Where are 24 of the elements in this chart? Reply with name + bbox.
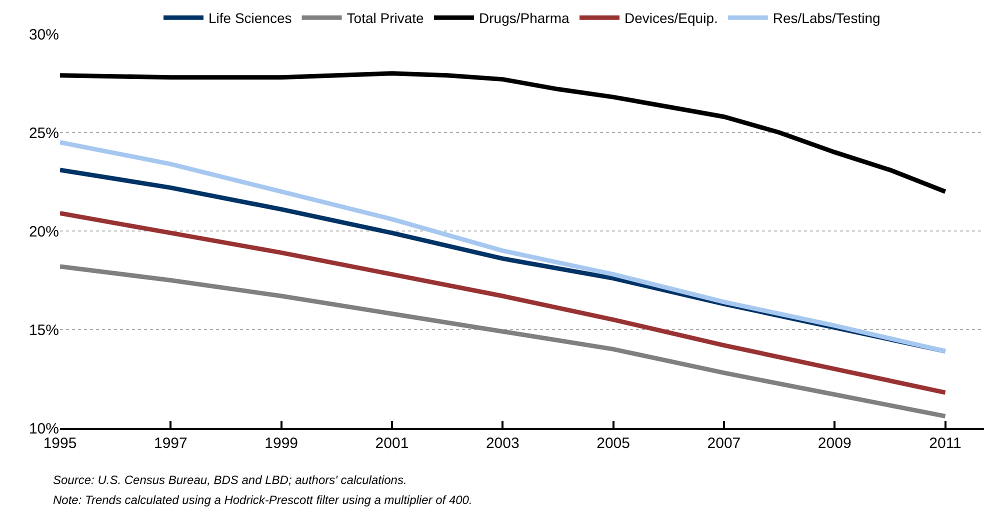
x-tick-label: 2001 — [375, 435, 409, 452]
y-tick-label: 15% — [28, 322, 59, 339]
legend-label: Total Private — [346, 10, 424, 26]
x-tick-label: 1999 — [264, 435, 298, 452]
x-tick-label: 1997 — [154, 435, 188, 452]
text: Note: Trends calculated using a Hodrick-Prescott filter using a multiplier of 400. — [53, 493, 472, 507]
line-series — [60, 264, 948, 418]
source-note: Source: U.S. Census Bureau, BDS and LBD; authors' calculations. — [53, 473, 407, 487]
x-tick-label: 2005 — [596, 435, 630, 452]
legend-label: Res/Labs/Testing — [772, 10, 880, 26]
x-tick-label: 2009 — [818, 435, 852, 452]
line-series — [60, 71, 948, 194]
y-tick-label: 25% — [28, 124, 59, 142]
x-tick-label: 2011 — [929, 435, 962, 452]
legend-label: Life Sciences — [208, 10, 292, 26]
x-tick-label: 2007 — [707, 435, 741, 452]
x-tick-label: 1995 — [43, 435, 77, 452]
y-tick-label: 20% — [28, 223, 59, 240]
legend-label: Drugs/Pharma — [479, 10, 570, 26]
line-series — [60, 211, 948, 395]
x-tick-label: 2003 — [486, 435, 520, 452]
y-tick-label: 30% — [28, 26, 59, 44]
y-tick-label: 10% — [28, 420, 59, 438]
legend-label: Devices/Equip. — [624, 10, 718, 26]
